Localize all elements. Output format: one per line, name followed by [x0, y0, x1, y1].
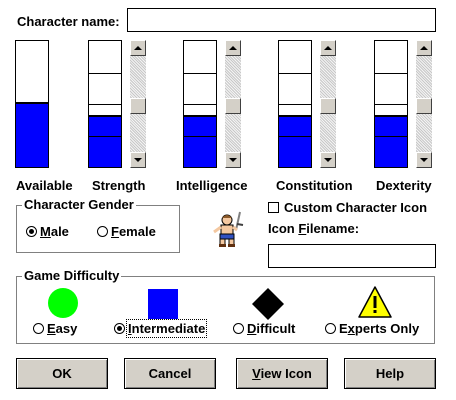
game-difficulty-group	[16, 276, 435, 344]
game-difficulty-title: Game Difficulty	[22, 268, 122, 283]
intelligence-scrollbar[interactable]	[225, 40, 241, 168]
strength-scrollbar[interactable]	[130, 40, 146, 168]
strength-scroll-up-button[interactable]	[130, 40, 146, 56]
gauge-segment-divider	[375, 135, 407, 137]
dexterity-label: Dexterity	[376, 178, 432, 193]
custom-icon-checkbox[interactable]	[268, 202, 279, 213]
intermediate-label-initial: I	[128, 321, 132, 336]
gauge-segment-divider	[375, 104, 407, 105]
male-label-initial: M	[40, 224, 51, 239]
female-label-initial: F	[111, 224, 119, 239]
intelligence-label: Intelligence	[176, 178, 248, 193]
gauge-segment-divider	[89, 135, 121, 137]
arrow-up-icon	[324, 46, 332, 50]
intelligence-scroll-up-button[interactable]	[225, 40, 241, 56]
arrow-down-icon	[324, 158, 332, 162]
difficult-label-rest: ifficult	[256, 321, 296, 336]
intelligence-gauge-fill	[184, 114, 216, 167]
experts-label-initial: E	[339, 321, 348, 336]
custom-icon-label[interactable]: Custom Character Icon	[284, 200, 428, 215]
constitution-scroll-down-button[interactable]	[320, 152, 336, 168]
arrow-up-icon	[229, 46, 237, 50]
icon-filename-input[interactable]	[268, 244, 436, 268]
dexterity-gauge-fill	[375, 114, 407, 167]
female-label-rest: emale	[118, 224, 156, 239]
intermediate-radio-label[interactable]: Intermediate	[125, 319, 208, 338]
constitution-gauge-fill	[279, 114, 311, 167]
easy-radio-label[interactable]: Easy	[47, 321, 77, 336]
gauge-segment-divider	[279, 135, 311, 137]
icon-filename-text: Icon Filename:	[268, 221, 360, 236]
warrior-character-icon	[213, 211, 244, 247]
easy-radio[interactable]	[33, 323, 44, 334]
experts-label-x: x	[347, 321, 355, 336]
cancel-button[interactable]: Cancel	[124, 358, 216, 389]
available-gauge-fill	[16, 102, 48, 167]
female-radio[interactable]	[97, 226, 108, 237]
arrow-down-icon	[420, 158, 428, 162]
constitution-label: Constitution	[276, 178, 353, 193]
dexterity-scroll-up-button[interactable]	[416, 40, 432, 56]
intelligence-scroll-down-button[interactable]	[225, 152, 241, 168]
intermediate-radio[interactable]	[114, 323, 125, 334]
experts-only-radio[interactable]	[325, 323, 336, 334]
strength-scroll-thumb[interactable]	[130, 98, 146, 114]
arrow-down-icon	[229, 158, 237, 162]
difficult-label-initial: D	[247, 321, 257, 336]
constitution-scroll-thumb[interactable]	[320, 98, 336, 114]
gauge-segment-divider	[279, 72, 311, 74]
difficult-radio-label[interactable]: Difficult	[247, 321, 295, 336]
ok-button[interactable]: OK	[16, 358, 108, 389]
difficult-radio[interactable]	[233, 323, 244, 334]
character-name-input[interactable]	[127, 8, 436, 32]
character-gender-title: Character Gender	[22, 197, 136, 212]
character-name-label: Character name:	[17, 14, 120, 29]
female-radio-label[interactable]: Female	[111, 224, 156, 239]
view-icon-label: View Icon	[252, 366, 312, 381]
dexterity-scrollbar[interactable]	[416, 40, 432, 168]
constitution-gauge	[278, 40, 312, 168]
gauge-segment-divider	[89, 104, 121, 105]
gauge-segment-divider	[89, 72, 121, 74]
strength-gauge	[88, 40, 122, 168]
easy-label-rest: asy	[55, 321, 78, 336]
male-radio-label[interactable]: Male	[40, 224, 69, 239]
available-label: Available	[16, 178, 73, 193]
arrow-up-icon	[134, 46, 142, 50]
arrow-up-icon	[420, 46, 428, 50]
dexterity-scroll-down-button[interactable]	[416, 152, 432, 168]
dexterity-gauge	[374, 40, 408, 168]
constitution-scrollbar[interactable]	[320, 40, 336, 168]
help-button[interactable]: Help	[344, 358, 436, 389]
experts-label-rest: perts Only	[354, 321, 420, 336]
character-name-label-text: Character name:	[17, 14, 120, 29]
strength-gauge-fill	[89, 114, 121, 167]
strength-label: Strength	[92, 178, 146, 193]
blue-square-icon	[148, 289, 178, 319]
male-label-rest: ale	[50, 224, 69, 239]
intelligence-scroll-thumb[interactable]	[225, 98, 241, 114]
dexterity-scroll-thumb[interactable]	[416, 98, 432, 114]
available-gauge	[15, 40, 49, 168]
gauge-segment-divider	[375, 72, 407, 74]
experts-only-radio-label[interactable]: Experts Only	[339, 321, 419, 336]
intermediate-label-rest: ntermediate	[131, 321, 206, 336]
male-radio[interactable]	[26, 226, 37, 237]
gauge-segment-divider	[184, 135, 216, 137]
black-diamond-icon	[252, 288, 284, 320]
strength-scroll-down-button[interactable]	[130, 152, 146, 168]
yellow-warning-icon	[358, 286, 392, 318]
view-icon-button[interactable]: View Icon	[236, 358, 328, 389]
icon-filename-label: Icon Filename:	[268, 221, 359, 236]
easy-label-initial: E	[47, 321, 56, 336]
green-circle-icon	[48, 288, 78, 318]
gauge-segment-divider	[279, 104, 311, 105]
arrow-down-icon	[134, 158, 142, 162]
gauge-segment-divider	[184, 104, 216, 105]
constitution-scroll-up-button[interactable]	[320, 40, 336, 56]
intelligence-gauge	[183, 40, 217, 168]
gauge-segment-divider	[184, 72, 216, 74]
